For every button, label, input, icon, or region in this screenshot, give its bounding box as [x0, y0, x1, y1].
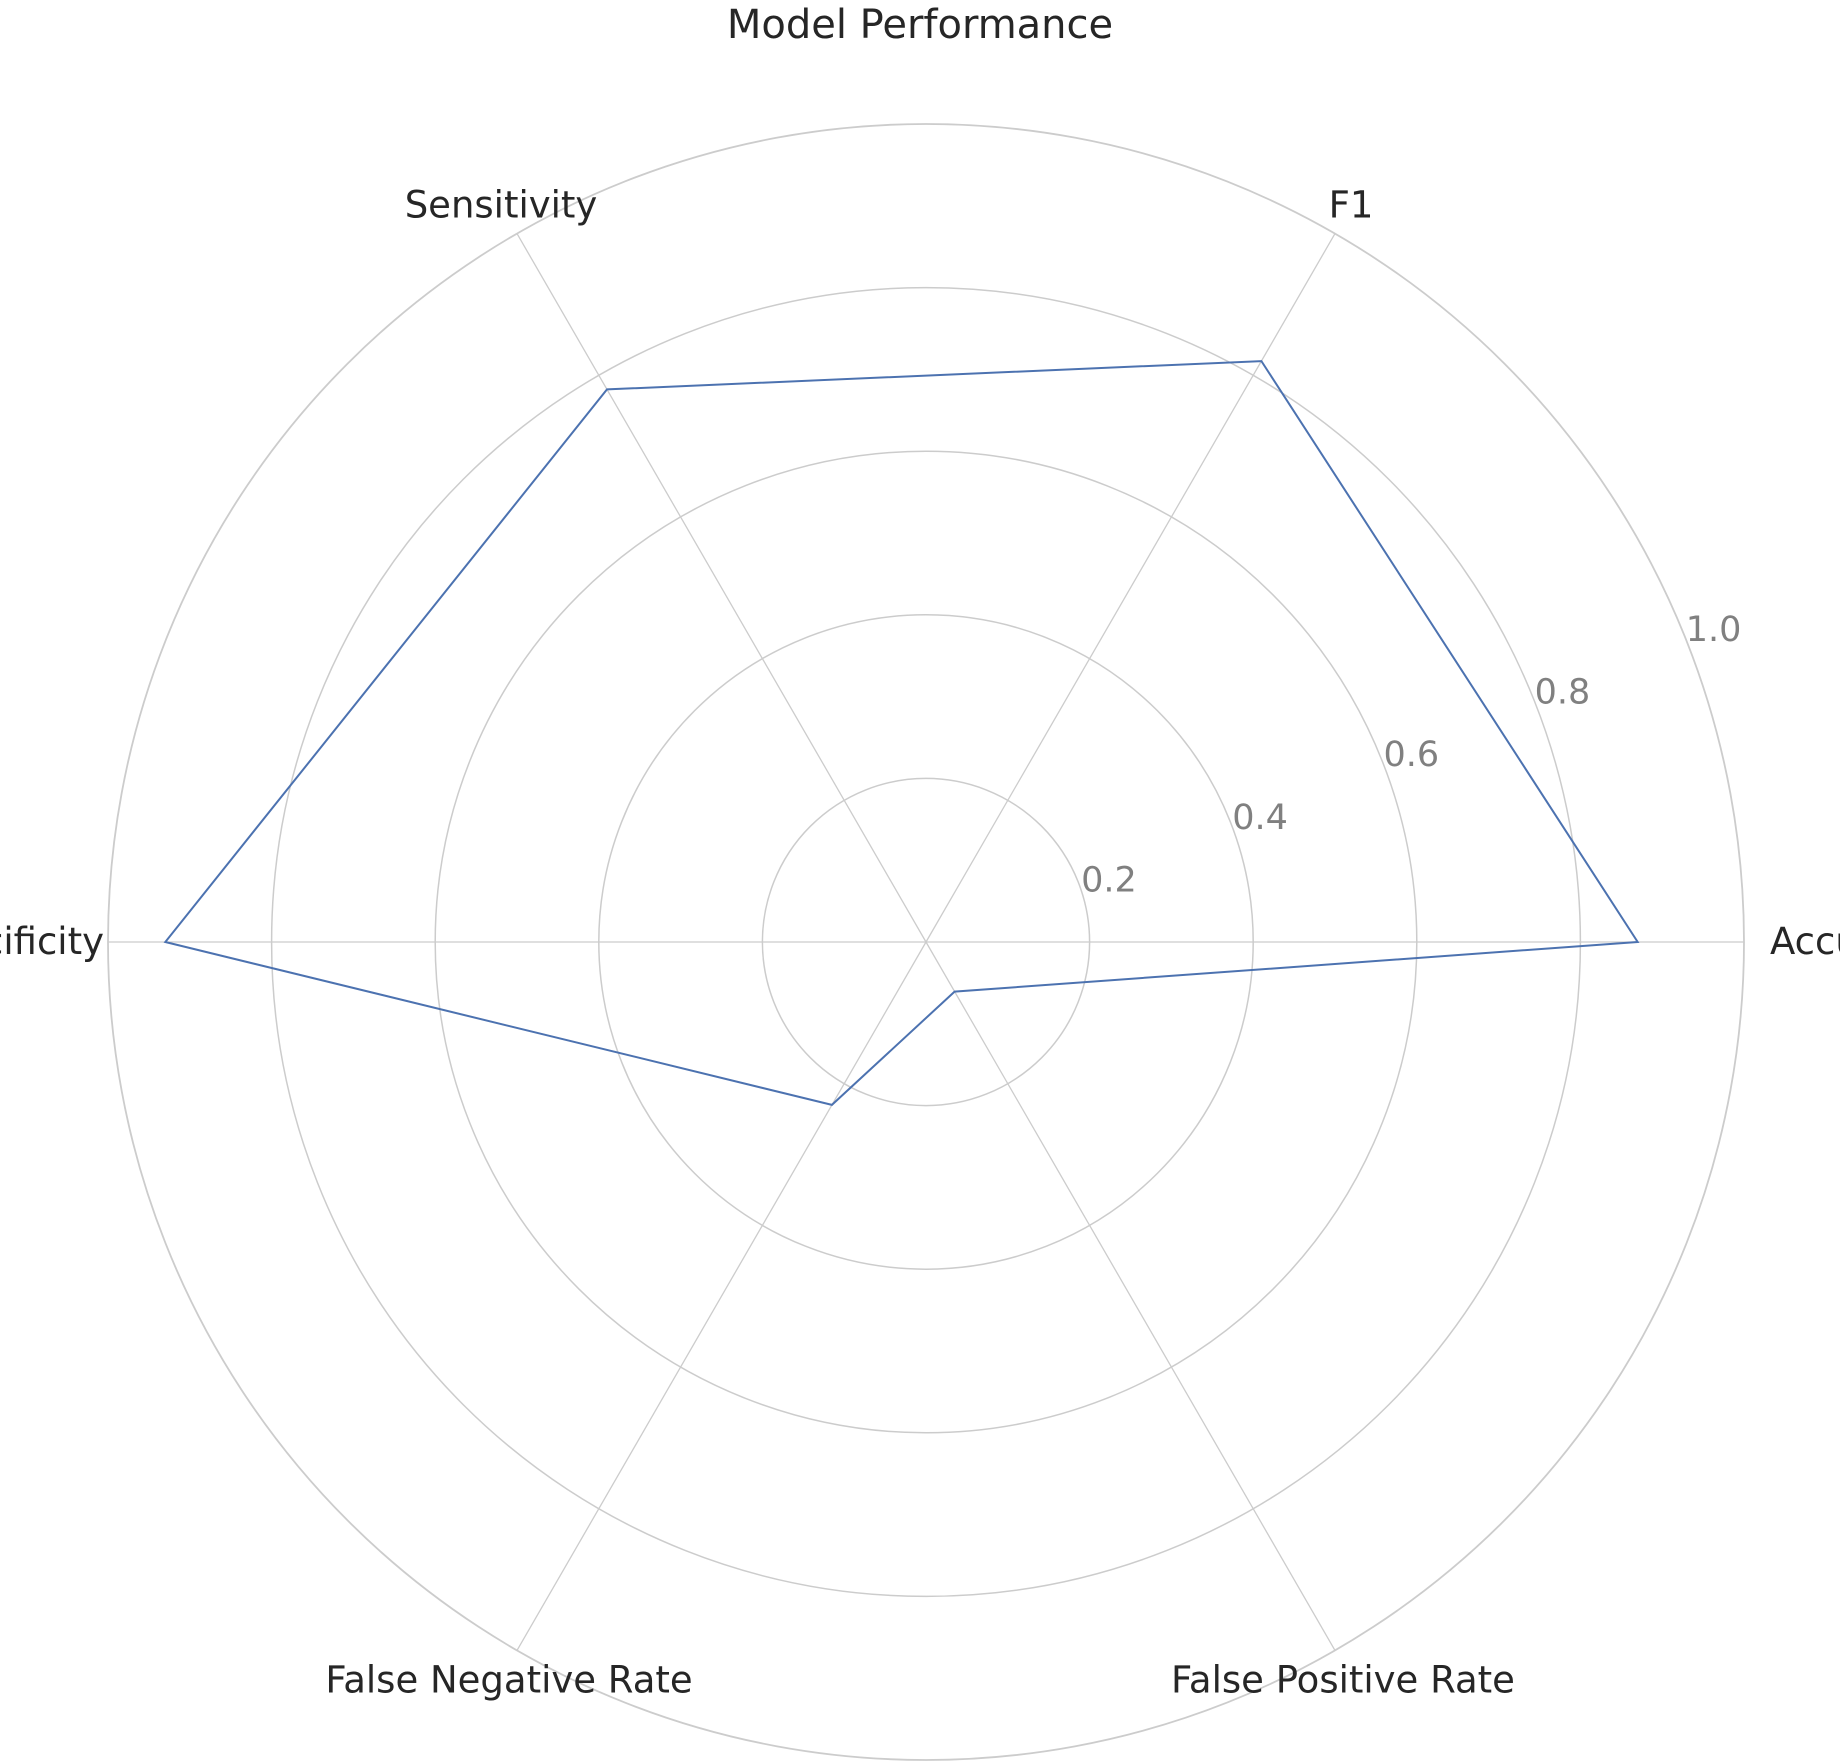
series-line [163, 360, 1640, 1106]
axis-label-f1: F1 [1329, 184, 1374, 227]
axis-labels: Accurary F1 Sensitivity Specificity False Ne… [0, 184, 1840, 1702]
spoke-2 [516, 233, 927, 943]
spoke-5 [925, 941, 1336, 1651]
grid-spokes [108, 233, 1744, 1651]
tick-label-1-0: 1.0 [1686, 610, 1742, 650]
tick-labels: 0.2 0.4 0.6 0.8 1.0 [1081, 610, 1741, 900]
chart-title: Model Performance [727, 2, 1113, 48]
axis-label-false-positive-rate: False Positive Rate [1171, 1658, 1515, 1701]
series-group [163, 360, 1640, 1106]
tick-label-0-2: 0.2 [1081, 860, 1137, 900]
tick-label-0-6: 0.6 [1383, 735, 1439, 775]
axis-label-specificity: Specificity [0, 920, 104, 963]
axis-label-sensitivity: Sensitivity [405, 184, 598, 227]
spoke-1 [925, 233, 1336, 943]
axis-label-false-negative-rate: False Negative Rate [325, 1658, 692, 1701]
tick-label-0-4: 0.4 [1232, 798, 1288, 838]
tick-label-0-8: 0.8 [1535, 673, 1591, 713]
spoke-4 [516, 941, 927, 1651]
axis-label-accurary: Accurary [1770, 920, 1840, 963]
